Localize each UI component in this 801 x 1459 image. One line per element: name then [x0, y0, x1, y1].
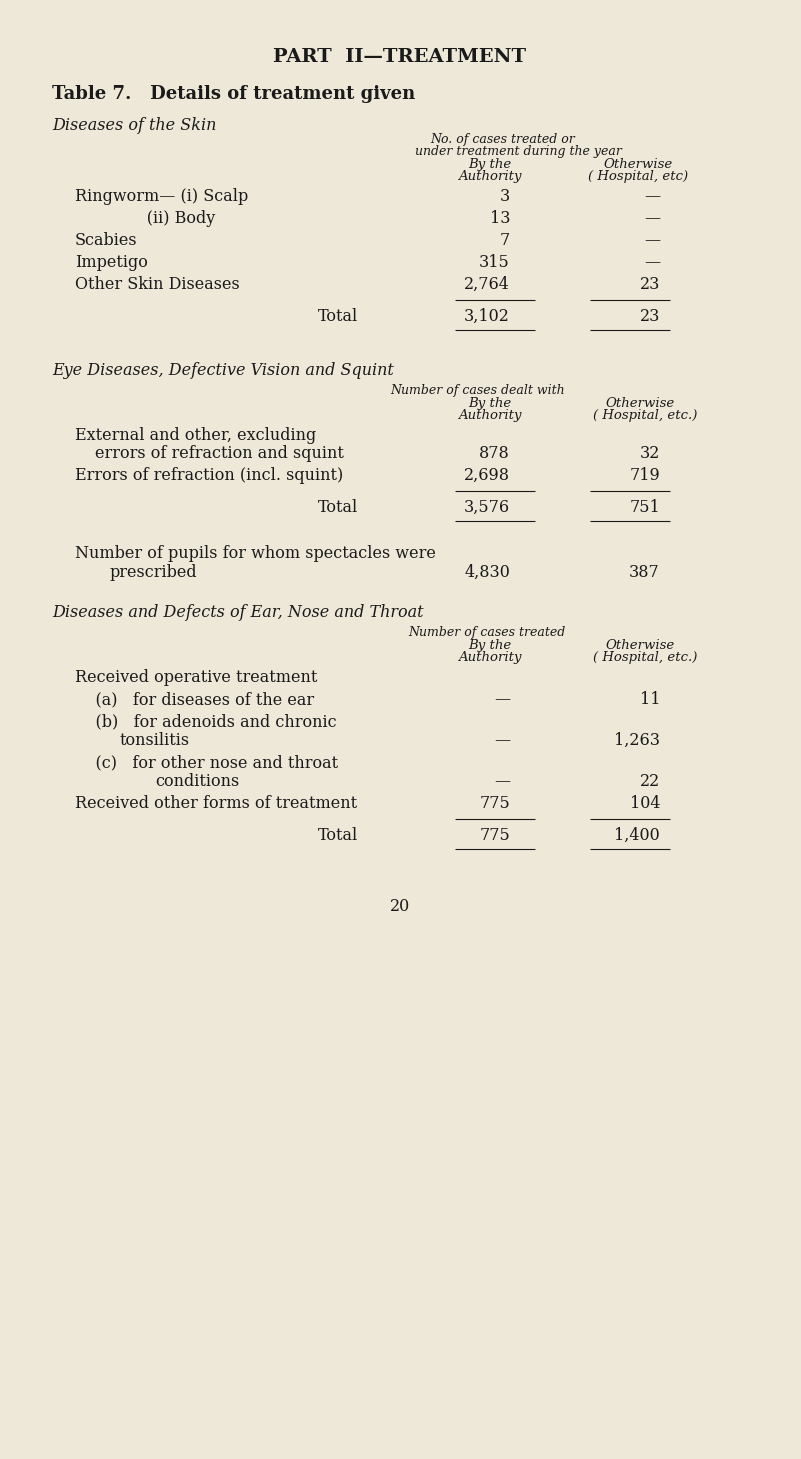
Text: prescribed: prescribed: [110, 565, 198, 581]
Text: 22: 22: [640, 773, 660, 789]
Text: Number of cases dealt with: Number of cases dealt with: [390, 384, 565, 397]
Text: Authority: Authority: [458, 409, 521, 422]
Text: Errors of refraction (incl. squint): Errors of refraction (incl. squint): [75, 467, 344, 484]
Text: 2,698: 2,698: [464, 467, 510, 484]
Text: Diseases of the Skin: Diseases of the Skin: [52, 117, 216, 134]
Text: Authority: Authority: [458, 651, 521, 664]
Text: (a)   for diseases of the ear: (a) for diseases of the ear: [75, 692, 314, 708]
Text: 315: 315: [479, 254, 510, 271]
Text: 3,102: 3,102: [464, 308, 510, 325]
Text: Impetigo: Impetigo: [75, 254, 148, 271]
Text: 104: 104: [630, 795, 660, 813]
Text: Received other forms of treatment: Received other forms of treatment: [75, 795, 357, 813]
Text: (ii) Body: (ii) Body: [75, 210, 215, 228]
Text: Table 7.   Details of treatment given: Table 7. Details of treatment given: [52, 85, 415, 104]
Text: ( Hospital, etc.): ( Hospital, etc.): [593, 651, 697, 664]
Text: 20: 20: [390, 897, 410, 915]
Text: Total: Total: [318, 499, 358, 516]
Text: Other Skin Diseases: Other Skin Diseases: [75, 276, 239, 293]
Text: 775: 775: [479, 827, 510, 843]
Text: (b)   for adenoids and chronic: (b) for adenoids and chronic: [75, 713, 336, 730]
Text: 7: 7: [500, 232, 510, 249]
Text: Scabies: Scabies: [75, 232, 138, 249]
Text: Number of pupils for whom spectacles were: Number of pupils for whom spectacles wer…: [75, 546, 436, 562]
Text: —: —: [494, 732, 510, 748]
Text: 751: 751: [630, 499, 660, 516]
Text: Ringworm— (i) Scalp: Ringworm— (i) Scalp: [75, 188, 248, 206]
Text: —: —: [494, 692, 510, 708]
Text: 4,830: 4,830: [464, 565, 510, 581]
Text: (c)   for other nose and throat: (c) for other nose and throat: [75, 754, 338, 770]
Text: No. of cases treated or: No. of cases treated or: [430, 133, 575, 146]
Text: By the: By the: [469, 639, 512, 652]
Text: Eye Diseases, Defective Vision and Squint: Eye Diseases, Defective Vision and Squin…: [52, 362, 394, 379]
Text: Diseases and Defects of Ear, Nose and Throat: Diseases and Defects of Ear, Nose and Th…: [52, 604, 424, 622]
Text: External and other, excluding: External and other, excluding: [75, 427, 316, 444]
Text: 23: 23: [640, 276, 660, 293]
Text: 387: 387: [630, 565, 660, 581]
Text: 13: 13: [489, 210, 510, 228]
Text: Otherwise: Otherwise: [603, 158, 673, 171]
Text: —: —: [644, 188, 660, 206]
Text: 23: 23: [640, 308, 660, 325]
Text: —: —: [644, 254, 660, 271]
Text: 775: 775: [479, 795, 510, 813]
Text: conditions: conditions: [155, 773, 239, 789]
Text: tonsilitis: tonsilitis: [120, 732, 190, 748]
Text: Received operative treatment: Received operative treatment: [75, 670, 317, 686]
Text: By the: By the: [469, 158, 512, 171]
Text: ( Hospital, etc): ( Hospital, etc): [588, 171, 688, 182]
Text: 32: 32: [640, 445, 660, 463]
Text: —: —: [644, 210, 660, 228]
Text: Authority: Authority: [458, 171, 521, 182]
Text: 1,400: 1,400: [614, 827, 660, 843]
Text: Otherwise: Otherwise: [606, 639, 674, 652]
Text: Otherwise: Otherwise: [606, 397, 674, 410]
Text: Number of cases treated: Number of cases treated: [408, 626, 565, 639]
Text: Total: Total: [318, 308, 358, 325]
Text: —: —: [494, 773, 510, 789]
Text: 2,764: 2,764: [464, 276, 510, 293]
Text: 3,576: 3,576: [464, 499, 510, 516]
Text: ( Hospital, etc.): ( Hospital, etc.): [593, 409, 697, 422]
Text: errors of refraction and squint: errors of refraction and squint: [95, 445, 344, 463]
Text: PART  II—TREATMENT: PART II—TREATMENT: [273, 48, 526, 66]
Text: 3: 3: [500, 188, 510, 206]
Text: 878: 878: [479, 445, 510, 463]
Text: 719: 719: [630, 467, 660, 484]
Text: Total: Total: [318, 827, 358, 843]
Text: By the: By the: [469, 397, 512, 410]
Text: 11: 11: [639, 692, 660, 708]
Text: 1,263: 1,263: [614, 732, 660, 748]
Text: under treatment during the year: under treatment during the year: [415, 144, 622, 158]
Text: —: —: [644, 232, 660, 249]
